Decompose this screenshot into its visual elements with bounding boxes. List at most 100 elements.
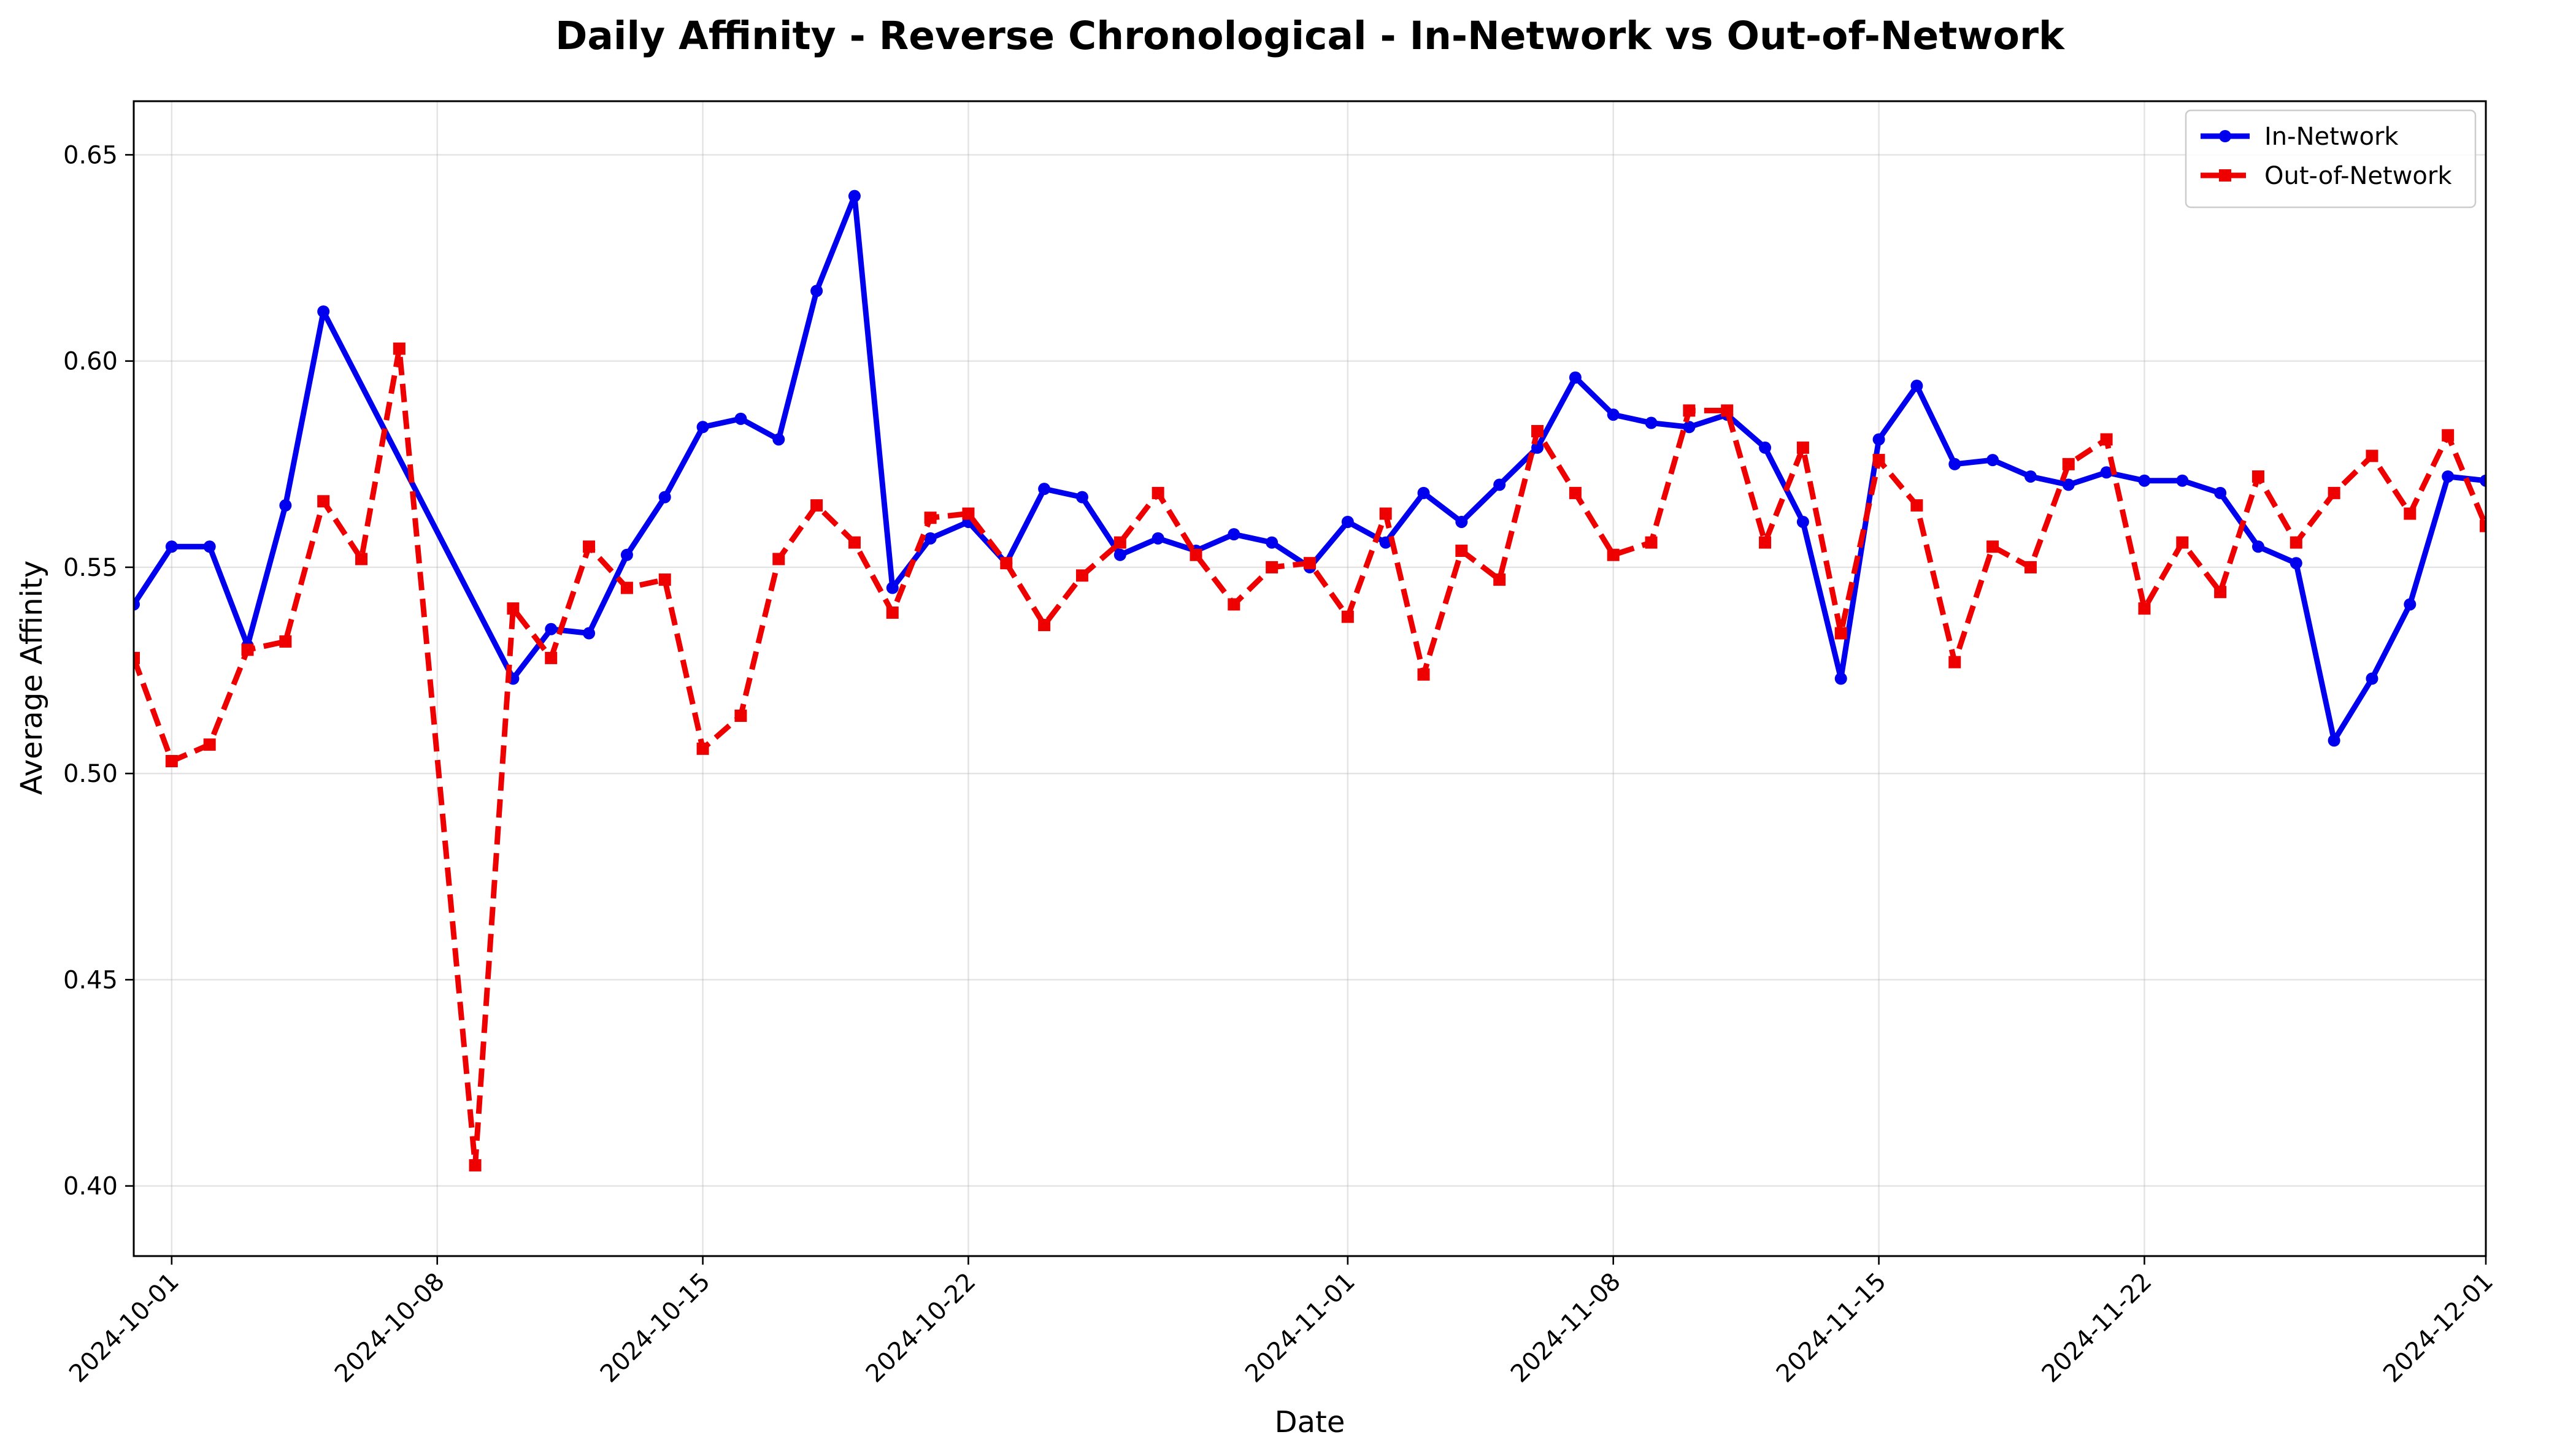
data-point <box>696 742 709 755</box>
data-point <box>2024 561 2037 573</box>
data-point <box>1075 491 1088 504</box>
data-point <box>1948 458 1961 470</box>
data-point <box>810 285 823 297</box>
data-point <box>1872 454 1885 467</box>
data-point <box>848 190 861 202</box>
data-point <box>1531 425 1544 437</box>
y-tick-label: 0.50 <box>63 760 118 788</box>
data-point <box>1341 610 1354 623</box>
data-point <box>848 536 861 549</box>
data-point <box>886 606 899 619</box>
data-point <box>696 421 709 434</box>
data-point <box>1341 515 1354 528</box>
data-point <box>1721 404 1734 417</box>
legend-label: Out-of-Network <box>2264 162 2452 190</box>
data-point <box>1683 421 1696 434</box>
data-point <box>1569 371 1582 384</box>
data-point <box>203 738 216 751</box>
data-point <box>1417 486 1430 499</box>
data-point <box>772 553 785 565</box>
data-point <box>772 433 785 446</box>
data-point <box>2480 474 2486 487</box>
data-point <box>1910 499 1923 512</box>
data-point <box>1986 454 1999 467</box>
data-point <box>1645 536 1658 549</box>
data-point <box>165 540 178 553</box>
data-point <box>134 651 140 664</box>
legend-item: In-Network <box>2201 123 2399 151</box>
data-point <box>1796 515 1809 528</box>
y-tick-label: 0.60 <box>63 348 118 376</box>
y-tick-label: 0.45 <box>63 966 118 994</box>
data-point <box>1910 380 1923 393</box>
data-point <box>1569 486 1582 499</box>
data-point <box>1152 486 1164 499</box>
data-point <box>658 491 671 504</box>
y-tick-label: 0.55 <box>63 554 118 582</box>
data-point <box>2062 458 2075 470</box>
data-point <box>924 512 937 524</box>
data-point <box>2290 557 2302 570</box>
data-point <box>734 412 747 425</box>
data-point <box>886 581 899 594</box>
data-point <box>1113 548 1126 561</box>
series-out-of-network <box>134 342 2486 1172</box>
data-point <box>2404 507 2417 520</box>
data-point <box>1759 441 1772 454</box>
data-point <box>279 499 292 512</box>
data-point <box>134 598 140 611</box>
data-point <box>2176 536 2189 549</box>
data-point <box>279 635 292 648</box>
data-point <box>1038 483 1051 496</box>
data-point <box>924 532 937 545</box>
data-point <box>393 342 406 355</box>
data-point <box>2024 470 2037 483</box>
data-point <box>2138 602 2151 615</box>
data-point <box>241 643 254 656</box>
data-point <box>620 581 633 594</box>
data-point <box>1038 619 1051 632</box>
data-point <box>1531 441 1544 454</box>
data-point <box>734 710 747 722</box>
data-point <box>1834 627 1847 640</box>
data-point <box>2251 470 2264 483</box>
legend-label: In-Network <box>2264 123 2399 151</box>
data-point <box>1304 557 1316 570</box>
data-point <box>355 553 368 565</box>
y-tick-label: 0.65 <box>63 141 118 169</box>
data-point <box>2138 474 2151 487</box>
data-point <box>1113 536 1126 549</box>
data-point <box>1759 536 1772 549</box>
data-point <box>1455 545 1468 557</box>
data-point <box>1607 548 1620 561</box>
data-point <box>1379 536 1392 549</box>
series-group <box>134 190 2486 1172</box>
legend-marker <box>2219 130 2231 142</box>
data-point <box>2100 466 2113 479</box>
data-point <box>2442 470 2455 483</box>
data-point <box>2366 672 2378 685</box>
data-point <box>583 540 596 553</box>
data-point <box>2328 486 2340 499</box>
data-point <box>1607 408 1620 421</box>
data-point <box>165 755 178 767</box>
data-point <box>203 540 216 553</box>
data-point <box>620 548 633 561</box>
legend: In-Network Out-of-Network <box>2185 109 2477 209</box>
data-point <box>2062 478 2075 491</box>
data-point <box>1379 507 1392 520</box>
data-point <box>1493 478 1506 491</box>
chart-title: Daily Affinity - Reverse Chronological -… <box>555 13 2066 58</box>
data-point <box>1834 672 1847 685</box>
data-point <box>962 507 975 520</box>
series-line-out-of-network <box>134 346 2486 1168</box>
data-point <box>545 651 558 664</box>
data-point <box>507 602 520 615</box>
data-point <box>658 573 671 586</box>
y-tick-label: 0.40 <box>63 1173 118 1201</box>
x-axis-label: Date <box>1275 1405 1345 1439</box>
data-point <box>1796 441 1809 454</box>
data-point <box>1152 532 1164 545</box>
data-point <box>1645 416 1658 429</box>
